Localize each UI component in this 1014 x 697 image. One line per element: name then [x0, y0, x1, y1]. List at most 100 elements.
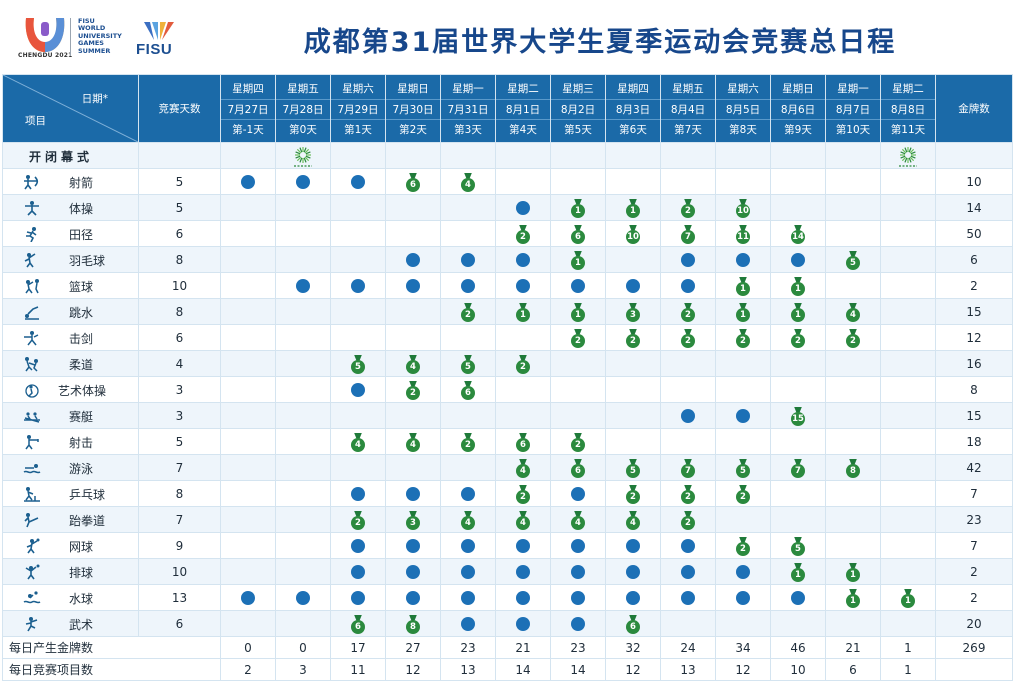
schedule-cell [880, 480, 936, 507]
competition-dot [461, 486, 475, 501]
medal-ribbon [684, 198, 692, 205]
competition-dot [406, 252, 420, 267]
medal-ribbon [739, 198, 747, 205]
schedule-cell [660, 376, 716, 403]
schedule-cell [715, 376, 771, 403]
medal-ribbon [464, 354, 472, 361]
medal-count: 2 [736, 541, 750, 556]
schedule-cell [715, 402, 771, 429]
schedule-cell [220, 298, 276, 325]
medal-ribbon [739, 276, 747, 283]
gold-medal-icon: 5 [461, 354, 475, 375]
competition-days-value: 6 [138, 220, 221, 247]
medal-ribbon [574, 458, 582, 465]
schedule-cell: 4 [605, 506, 661, 533]
gold-medal-icon: 2 [681, 198, 695, 219]
schedule-cell [660, 350, 716, 377]
day-header-date: 8月8日 [881, 98, 935, 119]
day-header-day: 第0天 [276, 118, 330, 139]
sport-row: 体操 5 1 1 2 10 14 [2, 194, 1013, 221]
sport-row: 篮球 10 1 1 2 [2, 272, 1013, 299]
sport-name-cell: 柔道 [2, 350, 139, 377]
gold-medals-value: 2 [935, 584, 1013, 611]
competition-days-value: 7 [138, 506, 221, 533]
medal-count: 5 [791, 541, 805, 556]
gold-medal-icon: 2 [736, 328, 750, 349]
medal-count: 4 [461, 515, 475, 530]
fisu-wordmark-line: UNIVERSITY [78, 31, 122, 40]
ceremony-day-cell [715, 142, 771, 169]
schedule-cell [275, 402, 331, 429]
medal-count: 2 [846, 333, 860, 348]
medal-count: 2 [571, 333, 585, 348]
schedule-cell [275, 324, 331, 351]
competition-days-value: 5 [138, 428, 221, 455]
competition-dot [461, 590, 475, 605]
sport-name: 柔道 [69, 358, 94, 372]
sport-row: 跳水 8 2 1 1 3 2 1 1 4 15 [2, 298, 1013, 325]
schedule-cell [605, 272, 661, 299]
schedule-cell [275, 220, 331, 247]
gold-medals-value: 7 [935, 480, 1013, 507]
schedule-cell: 6 [385, 168, 441, 195]
day-column-header: 星期一 7月31日 第3天 [440, 74, 496, 143]
gold-medal-icon: 2 [516, 484, 530, 505]
medal-count: 6 [406, 177, 420, 192]
schedule-cell [715, 428, 771, 455]
sport-row: 水球 13 1 1 2 [2, 584, 1013, 611]
schedule-cell: 2 [550, 324, 606, 351]
medal-count: 1 [571, 307, 585, 322]
sport-name-cell: 乒乓球 [2, 480, 139, 507]
swimming-icon [23, 464, 41, 474]
competition-dot [461, 278, 475, 293]
daily-events-value: 2 [220, 658, 276, 681]
medal-count: 2 [736, 489, 750, 504]
medal-ribbon [519, 432, 527, 439]
sport-name-cell: 赛艇 [2, 402, 139, 429]
gold-medal-icon: 2 [736, 536, 750, 557]
competition-dot [406, 590, 420, 605]
schedule-cell [220, 454, 276, 481]
competition-dot [681, 408, 695, 423]
volleyball-icon [25, 564, 40, 580]
schedule-cell [550, 610, 606, 637]
medal-ribbon [574, 224, 582, 231]
schedule-cell [220, 584, 276, 611]
competition-days-value: 8 [138, 246, 221, 273]
competition-dot [736, 252, 750, 267]
schedule-cell [385, 532, 441, 559]
ceremony-day-cell [220, 142, 276, 169]
medal-ribbon [629, 224, 637, 231]
schedule-cell [770, 376, 826, 403]
schedule-cell [440, 532, 496, 559]
daily-events-value: 11 [330, 658, 386, 681]
schedule-cell [330, 584, 386, 611]
daily-medals-value: 23 [440, 636, 496, 659]
day-header-date: 8月4日 [661, 98, 715, 119]
schedule-cell: 5 [715, 454, 771, 481]
gold-medal-icon: 6 [626, 614, 640, 635]
medal-count: 7 [791, 463, 805, 478]
item-axis-label: 项目 [25, 115, 46, 127]
medal-count: 2 [461, 437, 475, 452]
medal-ribbon [794, 276, 802, 283]
gold-medal-icon: 2 [846, 328, 860, 349]
medal-count: 2 [351, 515, 365, 530]
schedule-cell [770, 480, 826, 507]
schedule-cell [440, 402, 496, 429]
day-header-weekday: 星期四 [232, 82, 264, 95]
schedule-cell: 5 [605, 454, 661, 481]
day-header-date: 7月31日 [441, 98, 495, 119]
diving-icon [25, 306, 39, 320]
daily-medals-value: 21 [495, 636, 551, 659]
day-header-date: 7月30日 [386, 98, 440, 119]
schedule-cell [220, 272, 276, 299]
competition-dot [736, 590, 750, 605]
medal-count: 2 [461, 307, 475, 322]
sport-name: 水球 [69, 592, 94, 606]
schedule-cell: 8 [825, 454, 881, 481]
medal-ribbon [629, 484, 637, 491]
competition-dot [681, 252, 695, 267]
schedule-cell: 2 [605, 324, 661, 351]
medal-ribbon [574, 510, 582, 517]
